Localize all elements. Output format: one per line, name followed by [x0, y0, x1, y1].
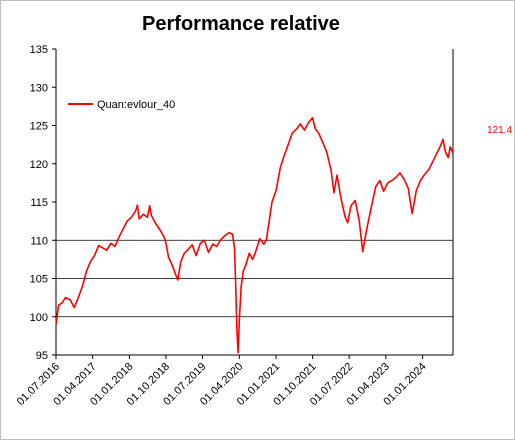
legend-label: Quan:evlour_40: [97, 99, 175, 111]
series-line: [55, 117, 454, 354]
y-tick-label: 125: [30, 121, 48, 133]
y-tick-label: 100: [30, 312, 48, 324]
chart-title: Performance relative: [142, 13, 340, 35]
y-tick-label: 120: [30, 159, 48, 171]
y-tick-label: 110: [30, 235, 48, 247]
y-tick-label: 95: [36, 350, 48, 362]
y-tick-label: 105: [30, 274, 48, 286]
last-value-label: 121.4: [487, 125, 512, 136]
y-tick-label: 135: [30, 44, 48, 56]
y-tick-label: 115: [30, 197, 48, 209]
y-tick-label: 130: [30, 82, 48, 94]
